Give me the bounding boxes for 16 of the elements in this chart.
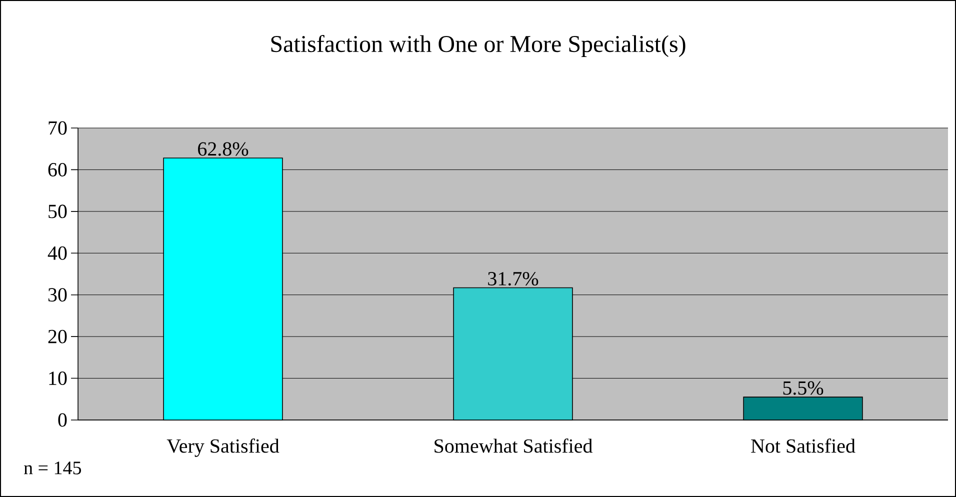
data-label: 5.5% [783,381,824,395]
y-tick-label: 20 [48,330,67,344]
y-tick-label: 10 [49,372,67,386]
data-label: 31.7% [488,272,538,286]
x-tick-label: Very Satisfied [166,438,280,457]
y-tick-label: 30 [48,288,67,302]
y-tick-label: 40 [48,246,67,260]
y-tick-label: 70 [48,121,67,135]
chart-title: Satisfaction with One or More Specialist(s) [271,34,686,57]
data-label: 62.8% [198,142,248,156]
x-tick-label: Not Satisfied [751,438,856,453]
y-tick-label: 60 [48,162,67,176]
y-tick-label: 50 [48,204,67,218]
text: n = 145 [24,462,82,474]
y-tick-label: 0 [58,413,67,427]
x-tick-label: Somewhat Satisfied [434,438,592,453]
